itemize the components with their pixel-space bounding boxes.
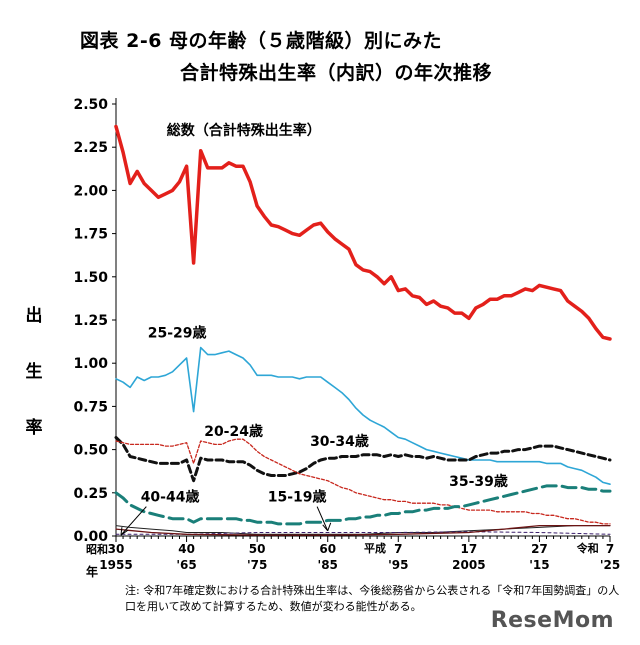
x-tick-label-year: '85 — [318, 558, 338, 572]
x-tick-label-year: '65 — [176, 558, 196, 572]
y-tick-label: 2.00 — [73, 183, 108, 199]
x-tick-label-year: 1955 — [99, 558, 132, 572]
series-label-2: 20-24歳 — [204, 423, 263, 440]
era-label-reiwa: 令和 — [576, 541, 599, 555]
y-tick-label: 1.00 — [73, 356, 108, 372]
y-axis-label-char: 率 — [25, 418, 43, 438]
series-line-3 — [115, 438, 611, 525]
x-tick-label-year: 2005 — [452, 558, 485, 572]
y-tick-label: 2.25 — [73, 140, 108, 156]
era-label-year: 年 — [86, 564, 98, 579]
y-tick-label: 0.50 — [73, 443, 108, 459]
x-tick-label-era: 7 — [394, 542, 402, 556]
y-tick-label: 0.25 — [73, 486, 108, 502]
x-tick-label-era: 50 — [249, 542, 266, 556]
series-label-1: 25-29歳 — [148, 324, 207, 341]
x-tick-label-era: 30 — [108, 542, 125, 556]
era-label-heisei: 平成 — [364, 541, 386, 555]
x-tick-label-year: '95 — [388, 558, 408, 572]
y-axis-label: 出 生 率 — [24, 288, 44, 456]
x-tick-label-era: 27 — [531, 542, 548, 556]
series-label-3: 30-34歳 — [310, 433, 369, 450]
series-line-6 — [115, 531, 611, 535]
brand-logo: ReseMom — [490, 608, 614, 633]
chart-title-line1: 図表 2-6 母の年齢（５歳階級）別にみた — [80, 30, 443, 52]
series-label-6: 15-19歳 — [268, 488, 327, 505]
label-arrow-head-40-44 — [120, 527, 129, 536]
era-label-showa: 昭和 — [86, 542, 108, 556]
x-tick-label-year: '15 — [529, 558, 549, 572]
y-tick-label: 1.75 — [73, 227, 108, 243]
x-tick-label-era: 7 — [606, 542, 614, 556]
series-label-0: 総数（合計特殊出生率） — [167, 122, 321, 139]
series-line-1 — [115, 346, 611, 485]
chart-title-line2: 合計特殊出生率（内訳）の年次推移 — [180, 62, 493, 84]
label-arrow-15-19 — [316, 506, 329, 532]
series-line-4 — [114, 484, 612, 526]
x-tick-label-era: 40 — [178, 542, 195, 556]
y-axis-label-char: 出 — [25, 306, 43, 326]
y-tick-label: 0.00 — [73, 529, 108, 545]
series-line-2 — [114, 436, 612, 483]
footnote: 注: 令和7年確定数における合計特殊出生率は、今後総務省から公表される「令和7年… — [125, 584, 620, 613]
series-line-7 — [115, 524, 611, 536]
series-label-5: 40-44歳 — [141, 488, 200, 505]
y-tick-label: 0.75 — [73, 399, 108, 415]
y-tick-label: 1.50 — [73, 270, 108, 286]
y-tick-label: 2.50 — [73, 97, 108, 113]
series-line-0 — [114, 124, 612, 341]
x-tick-label-year: '25 — [600, 558, 620, 572]
y-axis-label-char: 生 — [25, 362, 43, 382]
label-arrow-head-15-19 — [322, 522, 332, 532]
line-chart: 0.00 0.25 0.50 0.75 1.00 1.25 1.50 1.75 2.00 2.25… — [73, 97, 620, 579]
label-arrow-40-44 — [120, 506, 147, 536]
x-tick-label-era: 60 — [319, 542, 336, 556]
x-tick-label-year: '75 — [247, 558, 267, 572]
series-label-4: 35-39歳 — [449, 473, 508, 490]
y-tick-label: 1.25 — [73, 313, 108, 329]
x-tick-label-era: 17 — [461, 542, 478, 556]
